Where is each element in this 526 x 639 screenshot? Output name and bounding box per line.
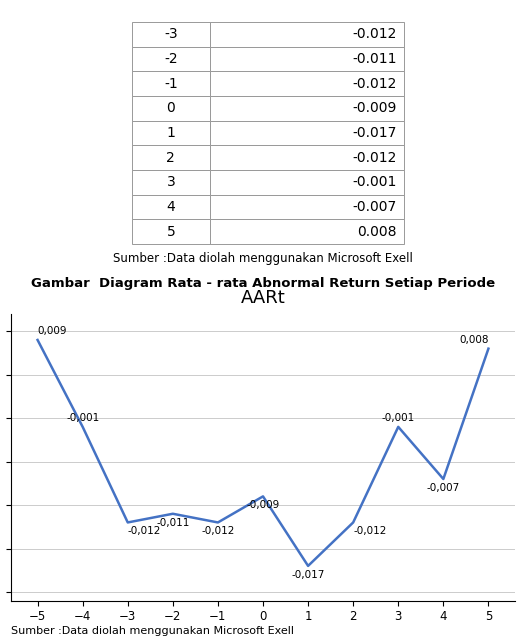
Title: AARt: AARt <box>240 289 286 307</box>
Bar <box>132 47 210 71</box>
Bar <box>210 96 404 121</box>
Text: 0.008: 0.008 <box>357 225 397 239</box>
Bar <box>132 96 210 121</box>
Bar <box>210 47 404 71</box>
Bar <box>210 145 404 170</box>
Bar <box>132 71 210 96</box>
Bar <box>132 145 210 170</box>
Text: 5: 5 <box>166 225 175 239</box>
Bar <box>210 71 404 96</box>
Bar <box>132 195 210 219</box>
Text: -3: -3 <box>164 27 178 41</box>
Text: Gambar  Diagram Rata - rata Abnormal Return Setiap Periode: Gambar Diagram Rata - rata Abnormal Retu… <box>31 277 495 290</box>
Text: -1: -1 <box>164 77 178 91</box>
Bar <box>210 195 404 219</box>
Text: 2: 2 <box>166 151 175 165</box>
Text: -0,011: -0,011 <box>156 518 189 528</box>
Text: 0: 0 <box>166 101 175 115</box>
Text: -0.012: -0.012 <box>352 27 397 41</box>
Text: 0,008: 0,008 <box>459 335 489 344</box>
Text: -0,012: -0,012 <box>128 527 161 536</box>
Bar <box>132 22 210 47</box>
Text: -0.001: -0.001 <box>352 175 397 189</box>
Bar <box>210 22 404 47</box>
Text: -0.007: -0.007 <box>352 200 397 214</box>
Text: 3: 3 <box>166 175 175 189</box>
Text: -0.012: -0.012 <box>352 151 397 165</box>
Bar <box>210 170 404 195</box>
Text: -0.012: -0.012 <box>352 77 397 91</box>
Bar <box>132 219 210 244</box>
Text: -0,001: -0,001 <box>66 413 99 423</box>
Text: -0,012: -0,012 <box>201 527 235 536</box>
Text: -0,012: -0,012 <box>353 527 387 536</box>
Text: -2: -2 <box>164 52 178 66</box>
Bar <box>210 121 404 145</box>
Text: 1: 1 <box>166 126 175 140</box>
Bar <box>210 219 404 244</box>
Bar <box>132 170 210 195</box>
Text: -0.011: -0.011 <box>352 52 397 66</box>
Text: -0,009: -0,009 <box>246 500 280 511</box>
Bar <box>132 121 210 145</box>
Text: 4: 4 <box>166 200 175 214</box>
Text: Sumber :Data diolah menggunakan Microsoft Exell: Sumber :Data diolah menggunakan Microsof… <box>11 626 294 636</box>
Text: -0,001: -0,001 <box>382 413 415 423</box>
Text: 0,009: 0,009 <box>37 326 67 336</box>
Text: -0,007: -0,007 <box>427 483 460 493</box>
Text: -0.017: -0.017 <box>352 126 397 140</box>
Text: Sumber :Data diolah menggunakan Microsoft Exell: Sumber :Data diolah menggunakan Microsof… <box>113 252 413 265</box>
Text: -0,017: -0,017 <box>291 570 325 580</box>
Text: -0.009: -0.009 <box>352 101 397 115</box>
